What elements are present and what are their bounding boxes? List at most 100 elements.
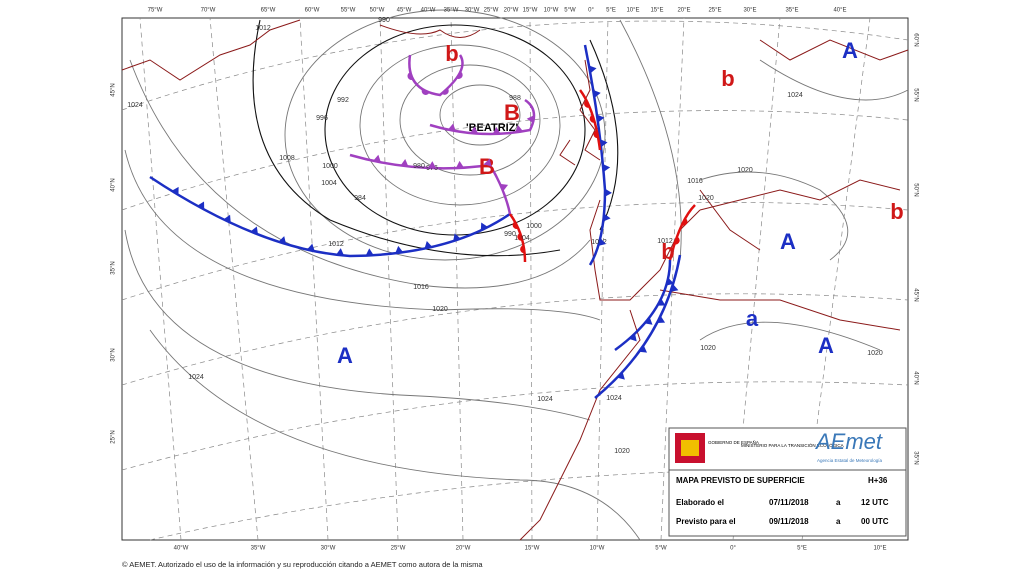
top-axis-label: 40°W	[421, 8, 436, 14]
front-semicircle	[520, 245, 525, 254]
left-axis-label: 30°N	[111, 348, 117, 361]
isobar-label: 1004	[321, 180, 337, 187]
isobar-label: 980	[413, 163, 425, 170]
isobar-label: 1020	[698, 195, 714, 202]
valid-label: Previsto para el	[676, 517, 736, 526]
pressure-center: B	[479, 154, 495, 179]
bottom-axis-label: 10°W	[590, 546, 605, 552]
right-axis-label: 35°N	[912, 451, 918, 464]
front-triangle	[639, 345, 648, 353]
right-axis-label: 40°N	[912, 371, 918, 384]
front-triangle	[593, 89, 601, 98]
bottom-axis-label: 30°W	[321, 546, 336, 552]
isobar-label: 984	[354, 195, 366, 202]
top-axis-label: 55°W	[341, 8, 356, 14]
front-triangle	[515, 124, 524, 133]
front-semicircle	[681, 218, 688, 226]
pressure-center: b	[721, 66, 734, 91]
pressure-center: b	[890, 199, 903, 224]
left-axis-label: 35°N	[111, 261, 117, 274]
pressure-center: b	[445, 41, 458, 66]
front-triangle	[306, 243, 315, 252]
agency: Agencia Estatal de Meteorología	[817, 458, 883, 463]
top-axis-label: 30°E	[743, 8, 756, 14]
logo: AEmet	[814, 429, 883, 454]
front-triangle	[629, 333, 637, 342]
top-axis-label: 50°W	[370, 8, 385, 14]
pressure-center: A	[337, 343, 353, 368]
top-axis-label: 65°W	[261, 8, 276, 14]
right-axis-label: 60°N	[912, 33, 918, 46]
isobar-label: 1024	[606, 395, 622, 402]
valid-time: 00 UTC	[861, 517, 889, 526]
bottom-axis-label: 20°W	[456, 546, 471, 552]
top-axis-label: 10°E	[626, 8, 639, 14]
top-axis-label: 40°E	[833, 8, 846, 14]
top-axis-label: 35°W	[444, 8, 459, 14]
front-semicircle	[517, 232, 523, 241]
top-axis-label: 15°W	[523, 8, 538, 14]
left-axis-label: 25°N	[111, 430, 117, 443]
isobar-label: 992	[337, 97, 349, 104]
bottom-axis-label: 5°W	[655, 546, 667, 552]
front-triangle	[470, 126, 479, 134]
bottom-axis-label: 15°W	[525, 546, 540, 552]
front-triangle	[428, 161, 437, 169]
bottom-axis-label: 0°	[730, 546, 736, 552]
front-semicircle	[584, 100, 590, 108]
top-axis-label: 5°E	[606, 8, 616, 14]
isobar-label: 1024	[188, 374, 204, 381]
info-box: GOBIERNO DE ESPAÑA MINISTERIO PARA LA TR…	[668, 427, 907, 537]
isobar-label: 1000	[322, 163, 338, 170]
top-axis-label: 70°W	[201, 8, 216, 14]
top-axis-label: 75°W	[148, 8, 163, 14]
top-axis-label: 5°W	[564, 8, 576, 14]
front-triangle	[500, 183, 509, 192]
front-semicircle	[512, 221, 519, 229]
ministry: MINISTERIO PARA LA TRANSICIÓN ECOLÓGICA	[741, 442, 844, 448]
isobar-label: 990	[378, 17, 390, 24]
isobar-label: 976	[426, 165, 438, 172]
isobar-label: 1012	[591, 239, 607, 246]
front-triangle	[171, 186, 179, 195]
top-axis-label: 0°	[588, 8, 594, 14]
footer: © AEMET. Autorizado el uso de la informa…	[122, 560, 483, 569]
left-axis-label: 45°N	[111, 83, 117, 96]
front-semicircle	[674, 236, 680, 245]
front-triangle	[603, 213, 611, 222]
isobar-label: 1020	[700, 345, 716, 352]
front-triangle	[453, 233, 461, 242]
top-axis-label: 30°W	[465, 8, 480, 14]
front-semicircle	[593, 130, 599, 139]
government: GOBIERNO DE ESPAÑA	[708, 439, 759, 445]
graticule	[121, 17, 909, 541]
front-triangle	[492, 126, 501, 135]
front-semicircle	[441, 88, 449, 95]
right-axis-label: 45°N	[912, 288, 918, 301]
coat-of-arms-inner	[681, 440, 699, 456]
made-at: a	[836, 498, 841, 507]
front-semicircle	[421, 89, 430, 95]
isobar-label: 990	[504, 231, 516, 238]
front-triangle	[197, 201, 205, 210]
pressure-center: a	[746, 306, 759, 331]
front-triangle	[250, 226, 258, 235]
isobar-label: 1020	[867, 350, 883, 357]
top-axis-label: 60°W	[305, 8, 320, 14]
bottom-axis-label: 5°E	[797, 546, 807, 552]
front-triangle	[598, 238, 607, 246]
front-semicircle	[456, 71, 463, 79]
front-triangle	[588, 65, 597, 74]
front-triangle	[483, 158, 492, 167]
front-triangle	[278, 236, 287, 245]
isobar-label: 1020	[432, 306, 448, 313]
pressure-center: b	[661, 239, 674, 264]
left-axis-label: 40°N	[111, 178, 117, 191]
storm-name: 'BEATRIZ'	[466, 122, 518, 134]
isobar-label: 1008	[279, 155, 295, 162]
isobar-label: 996	[316, 115, 328, 122]
front-triangle	[480, 222, 488, 231]
isobars	[124, 9, 909, 541]
front-triangle	[373, 154, 381, 163]
bottom-axis-label: 40°W	[174, 546, 189, 552]
